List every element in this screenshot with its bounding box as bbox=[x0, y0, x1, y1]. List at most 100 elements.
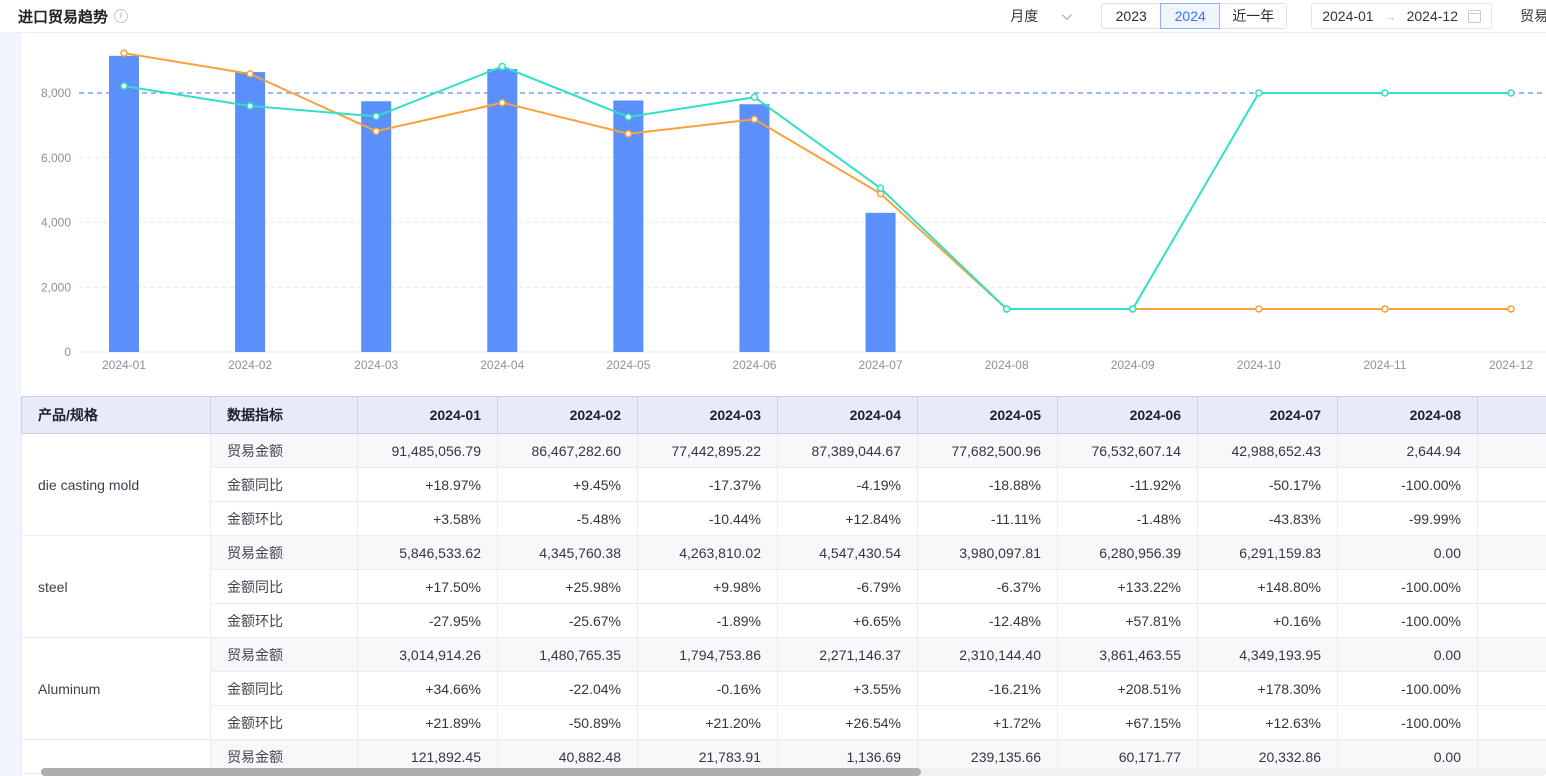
bar-2024-06 bbox=[739, 104, 770, 352]
value-cell: +6.65% bbox=[777, 603, 918, 638]
col-header-2024-06: 2024-06 bbox=[1057, 396, 1198, 434]
value-cell: +208.51% bbox=[1057, 671, 1198, 706]
value-cell: +25.98% bbox=[497, 569, 638, 604]
line-point-2024-05 bbox=[624, 113, 633, 121]
value-cell: +9.98% bbox=[637, 569, 778, 604]
x-axis-tick-label: 2024-01 bbox=[102, 358, 146, 372]
line-path bbox=[123, 65, 1511, 310]
value-cell: +34.66% bbox=[357, 671, 498, 706]
blank-cell bbox=[1477, 637, 1546, 672]
x-axis-tick-label: 2024-09 bbox=[1111, 358, 1155, 372]
line-point-2024-02 bbox=[246, 102, 254, 110]
blank-cell bbox=[1477, 535, 1546, 570]
metric-cell: 金额同比 bbox=[210, 671, 358, 706]
value-cell: -50.89% bbox=[497, 705, 638, 740]
horizontal-scrollbar-track[interactable] bbox=[41, 768, 1546, 776]
series-bars-blue bbox=[109, 55, 896, 353]
value-cell: +21.89% bbox=[357, 705, 498, 740]
panel-body: 0 2,000 4,000 6,000 8,000 2024-01 2024-02 2024-… bbox=[0, 33, 1546, 776]
period-select[interactable]: 月度 bbox=[1000, 6, 1079, 26]
date-range-picker[interactable]: 2024-01 2024-12 bbox=[1311, 3, 1492, 29]
blank-cell bbox=[1477, 467, 1546, 502]
value-cell: 0.00 bbox=[1337, 637, 1478, 672]
value-cell: +18.97% bbox=[357, 467, 498, 502]
value-cell: 77,442,895.22 bbox=[637, 433, 778, 468]
value-cell: 3,980,097.81 bbox=[917, 535, 1058, 570]
line-point-2024-02 bbox=[246, 70, 254, 78]
value-cell: 0.00 bbox=[1337, 535, 1478, 570]
date-range-end: 2024-12 bbox=[1406, 8, 1458, 24]
blank-cell bbox=[1477, 569, 1546, 604]
value-cell: -27.95% bbox=[357, 603, 498, 638]
line-point-2024-07 bbox=[876, 184, 885, 192]
line-point-2024-05 bbox=[624, 130, 633, 138]
col-header-metric: 数据指标 bbox=[210, 396, 358, 434]
y-axis-tick-label: 2,000 bbox=[41, 280, 71, 294]
bar-2024-05 bbox=[613, 100, 644, 353]
line-point-2024-06 bbox=[750, 93, 759, 101]
value-cell: 5,846,533.62 bbox=[357, 535, 498, 570]
value-cell: -99.99% bbox=[1337, 501, 1478, 536]
value-cell: 91,485,056.79 bbox=[357, 433, 498, 468]
col-header-partial bbox=[1477, 396, 1546, 434]
trade-metric-label-cut[interactable]: 贸易 bbox=[1520, 8, 1546, 24]
year-button-近一年[interactable]: 近一年 bbox=[1219, 3, 1288, 29]
value-cell: -11.11% bbox=[917, 501, 1058, 536]
x-axis-tick-label: 2024-10 bbox=[1237, 358, 1281, 372]
value-cell: -22.04% bbox=[497, 671, 638, 706]
value-cell: 87,389,044.67 bbox=[777, 433, 918, 468]
x-axis-tick-label: 2024-05 bbox=[606, 358, 650, 372]
bar-2024-03 bbox=[361, 101, 392, 352]
line-point-2024-04 bbox=[498, 62, 507, 71]
trade-data-table: 产品/规格 数据指标 2024-01 2024-02 2024-03 2024-04 202… bbox=[21, 396, 1546, 774]
line-point-2024-12 bbox=[1507, 305, 1515, 313]
line-point-2024-09 bbox=[1128, 305, 1137, 313]
value-cell: 2,644.94 bbox=[1337, 433, 1478, 468]
x-axis-tick-label: 2024-07 bbox=[859, 358, 903, 372]
value-cell: -6.37% bbox=[917, 569, 1058, 604]
value-cell: 4,345,760.38 bbox=[497, 535, 638, 570]
value-cell: 2,310,144.40 bbox=[917, 637, 1058, 672]
value-cell: +133.22% bbox=[1057, 569, 1198, 604]
y-axis-tick-label: 8,000 bbox=[41, 86, 71, 100]
value-cell: 42,988,652.43 bbox=[1197, 433, 1338, 468]
value-cell: 6,280,956.39 bbox=[1057, 535, 1198, 570]
value-cell: +57.81% bbox=[1057, 603, 1198, 638]
bar-2024-02 bbox=[235, 72, 266, 353]
value-cell: -50.17% bbox=[1197, 467, 1338, 502]
table-row: 金额同比 +17.50% +25.98% +9.98% -6.79% -6.37% +133… bbox=[22, 569, 1546, 604]
value-cell: +26.54% bbox=[777, 705, 918, 740]
value-cell: -100.00% bbox=[1337, 467, 1478, 502]
value-cell: -6.79% bbox=[777, 569, 918, 604]
metric-cell: 金额同比 bbox=[210, 569, 358, 604]
metric-cell: 金额环比 bbox=[210, 501, 358, 536]
value-cell: +148.80% bbox=[1197, 569, 1338, 604]
value-cell: 4,547,430.54 bbox=[777, 535, 918, 570]
value-cell: -100.00% bbox=[1337, 603, 1478, 638]
value-cell: -100.00% bbox=[1337, 705, 1478, 740]
value-cell: +17.50% bbox=[357, 569, 498, 604]
line-point-2024-10 bbox=[1255, 89, 1263, 97]
metric-cell: 金额环比 bbox=[210, 705, 358, 740]
info-icon[interactable]: i bbox=[114, 9, 129, 23]
year-button-2024[interactable]: 2024 bbox=[1160, 3, 1221, 29]
horizontal-scrollbar-thumb[interactable] bbox=[41, 768, 921, 776]
value-cell: -100.00% bbox=[1337, 569, 1478, 604]
year-button-2023[interactable]: 2023 bbox=[1101, 3, 1162, 29]
value-cell: -5.48% bbox=[497, 501, 638, 536]
value-cell: -25.67% bbox=[497, 603, 638, 638]
value-cell: -11.92% bbox=[1057, 467, 1198, 502]
line-point-2024-06 bbox=[750, 115, 759, 123]
value-cell: 86,467,282.60 bbox=[497, 433, 638, 468]
value-cell: 76,532,607.14 bbox=[1057, 433, 1198, 468]
table-row: 金额同比 +18.97% +9.45% -17.37% -4.19% -18.88% -11… bbox=[22, 467, 1546, 502]
value-cell: 4,263,810.02 bbox=[637, 535, 778, 570]
metric-cell: 金额同比 bbox=[210, 467, 358, 502]
table-row: 金额环比 -27.95% -25.67% -1.89% +6.65% -12.48% +57… bbox=[22, 603, 1546, 638]
table-row: die casting mold 贸易金额 91,485,056.79 86,467,… bbox=[21, 433, 1546, 536]
col-header-2024-07: 2024-07 bbox=[1197, 396, 1338, 434]
x-axis-tick-label: 2024-11 bbox=[1363, 358, 1406, 372]
value-cell: 77,682,500.96 bbox=[917, 433, 1058, 468]
